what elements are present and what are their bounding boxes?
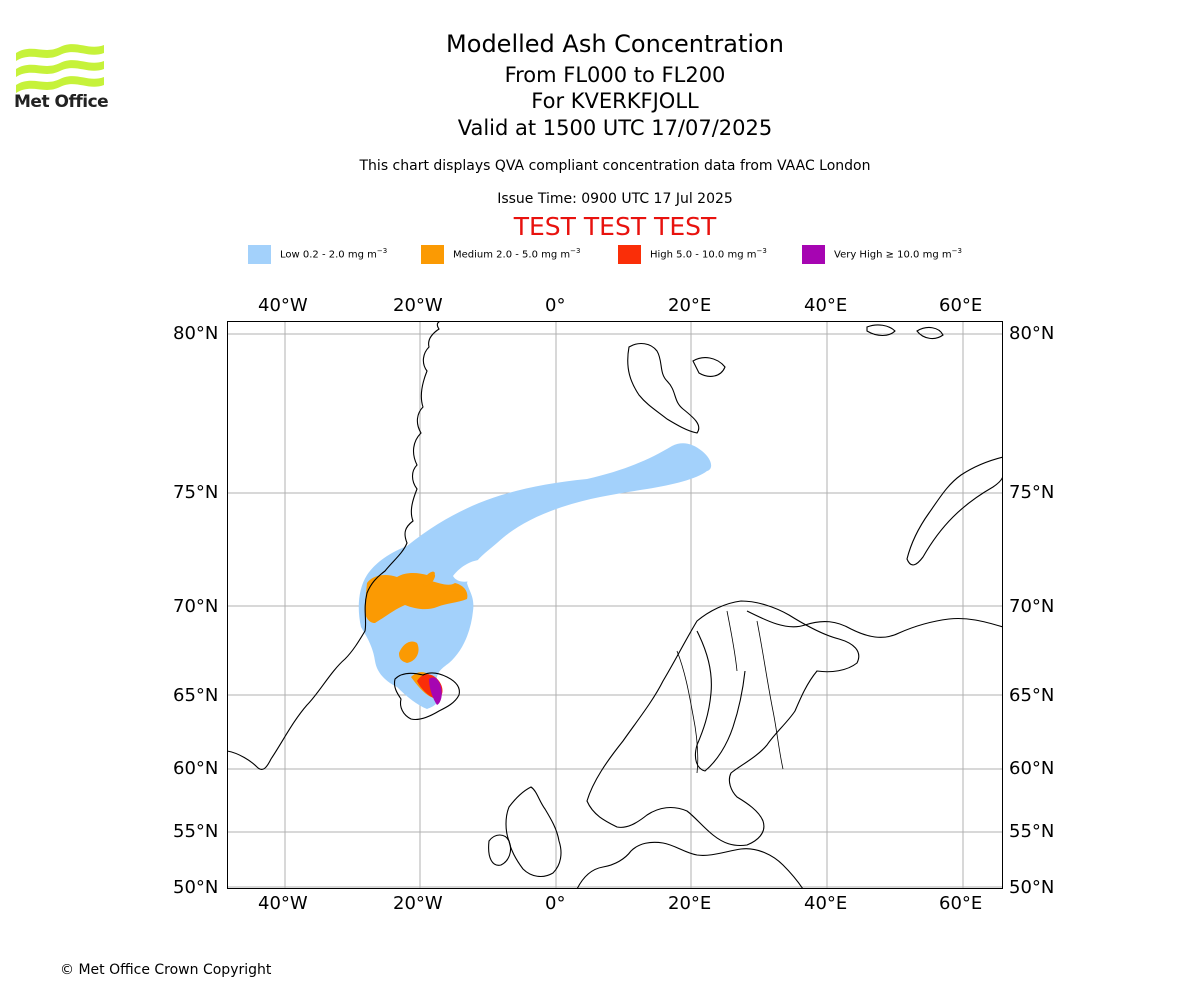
lon-label-top-20w: 20°W <box>393 295 443 316</box>
lon-label-top-20e: 20°E <box>668 295 712 316</box>
legend-item-low: Low 0.2 - 2.0 mg m−3 <box>248 244 387 264</box>
lat-label-right-60n: 60°N <box>1009 758 1055 779</box>
lat-label-left-50n: 50°N <box>173 877 219 898</box>
svalbard-coast <box>627 342 700 434</box>
border-sweden-finland <box>726 610 738 672</box>
logo-text: Met Office <box>14 92 109 112</box>
legend-swatch-high <box>618 244 641 264</box>
legend-label-medium: Medium 2.0 - 5.0 mg m−3 <box>453 247 581 261</box>
issue-time: Issue Time: 0900 UTC 17 Jul 2025 <box>497 191 733 207</box>
chart-title: Modelled Ash Concentration <box>446 30 784 58</box>
legend-label-very-high: Very High ≥ 10.0 mg m−3 <box>834 247 962 261</box>
greenland-coast <box>227 321 444 770</box>
legend-swatch-very-high <box>802 244 825 264</box>
europe-coast <box>576 841 804 889</box>
lat-label-left-60n: 60°N <box>173 758 219 779</box>
finland-russia-coast <box>746 610 1003 638</box>
lat-label-left-80n: 80°N <box>173 323 219 344</box>
scandinavia-coast <box>586 600 860 847</box>
lat-label-right-50n: 50°N <box>1009 877 1055 898</box>
subtitle: This chart displays QVA compliant concen… <box>359 158 871 174</box>
volcano-name: For KVERKFJOLL <box>531 89 699 113</box>
ash-low-hole <box>453 559 492 582</box>
lat-label-right-80n: 80°N <box>1009 323 1055 344</box>
lat-label-right-75n: 75°N <box>1009 482 1055 503</box>
met-office-logo <box>16 44 104 93</box>
lon-label-bottom-0: 0° <box>545 893 566 914</box>
legend-item-very-high: Very High ≥ 10.0 mg m−3 <box>802 244 962 264</box>
ash-very-high-region <box>429 677 442 705</box>
lon-label-bottom-20e: 20°E <box>668 893 712 914</box>
lat-label-left-55n: 55°N <box>173 821 219 842</box>
ash-medium-region-2 <box>423 574 436 587</box>
lon-label-top-40e: 40°E <box>804 295 848 316</box>
lat-label-right-70n: 70°N <box>1009 596 1055 617</box>
legend-label-high: High 5.0 - 10.0 mg m−3 <box>650 247 767 261</box>
map-grid <box>227 321 1003 889</box>
iceland-coast <box>393 672 460 721</box>
svalbard-east-coast <box>692 357 726 377</box>
ash-concentration-map <box>227 321 1003 889</box>
legend-item-medium: Medium 2.0 - 5.0 mg m−3 <box>421 244 580 264</box>
country-borders <box>676 610 784 774</box>
legend-label-low: Low 0.2 - 2.0 mg m−3 <box>280 247 388 261</box>
lon-label-top-0: 0° <box>545 295 566 316</box>
ash-low-region <box>358 443 712 709</box>
coastlines <box>227 321 1003 889</box>
border-norway-sweden <box>676 650 699 774</box>
legend-swatch-medium <box>421 244 444 264</box>
flight-levels: From FL000 to FL200 <box>504 63 726 87</box>
ash-medium-region-1 <box>364 571 468 623</box>
map-border <box>227 321 1003 889</box>
ash-medium-region-3 <box>437 591 465 601</box>
lon-label-bottom-40e: 40°E <box>804 893 848 914</box>
lon-label-bottom-20w: 20°W <box>393 893 443 914</box>
bothnia-coast <box>694 630 746 772</box>
lat-label-right-55n: 55°N <box>1009 821 1055 842</box>
lon-label-bottom-40w: 40°W <box>258 893 308 914</box>
valid-time: Valid at 1500 UTC 17/07/2025 <box>457 116 773 140</box>
legend-swatch-low <box>248 244 271 264</box>
ash-medium-region-4 <box>399 641 419 663</box>
border-finland-russia <box>756 620 784 770</box>
lon-label-top-40w: 40°W <box>258 295 308 316</box>
copyright-notice: © Met Office Crown Copyright <box>60 962 272 978</box>
lat-label-left-70n: 70°N <box>173 596 219 617</box>
ireland-coast <box>488 834 512 866</box>
novaya-zemlya-coast <box>906 456 1003 566</box>
lat-label-left-65n: 65°N <box>173 685 219 706</box>
franz-josef-coast <box>866 324 944 340</box>
test-warning: TEST TEST TEST <box>513 212 717 241</box>
lat-label-right-65n: 65°N <box>1009 685 1055 706</box>
lon-label-top-60e: 60°E <box>939 295 983 316</box>
lat-label-left-75n: 75°N <box>173 482 219 503</box>
lon-label-bottom-60e: 60°E <box>939 893 983 914</box>
legend-item-high: High 5.0 - 10.0 mg m−3 <box>618 244 767 264</box>
